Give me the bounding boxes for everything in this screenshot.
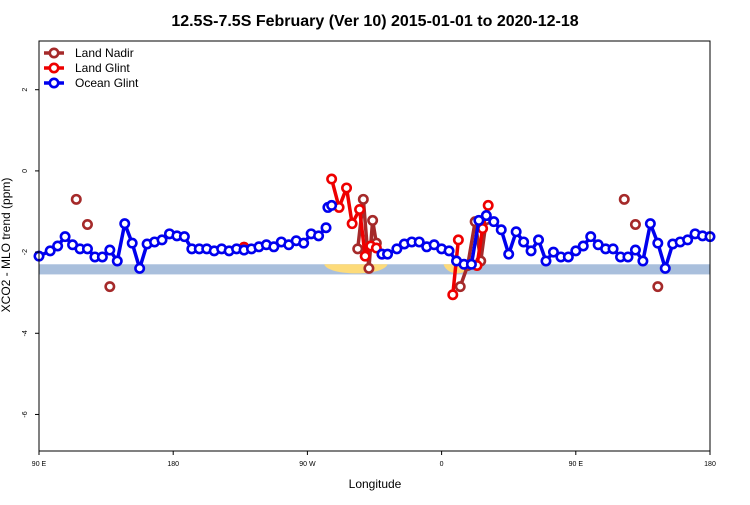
data-point: [525, 245, 537, 257]
y-tick-label: 0: [22, 169, 29, 173]
data-point: [52, 240, 64, 252]
data-point: [391, 243, 403, 255]
chart-title: 12.5S-7.5S February (Ver 10) 2015-01-01 …: [171, 13, 578, 30]
data-point: [126, 237, 138, 249]
axes-layer: 90 E 180 90 W 0 90 E 180 2 0 -2 -4 -6: [22, 40, 716, 468]
x-tick-label: 90 E: [569, 461, 584, 468]
data-point: [359, 250, 371, 262]
legend-label: Land Nadir: [75, 46, 134, 60]
data-point: [622, 251, 634, 263]
data-point: [585, 231, 597, 243]
data-point: [577, 240, 589, 252]
data-point: [495, 224, 507, 236]
data-point: [382, 248, 394, 260]
data-point: [413, 236, 425, 248]
plot-layer: [33, 173, 716, 301]
legend-marker: [48, 62, 60, 74]
data-point: [629, 218, 641, 230]
data-point: [96, 251, 108, 263]
series-ocean-glint: [33, 199, 716, 274]
y-tick-label: -2: [22, 249, 29, 255]
plot-frame: [38, 40, 711, 452]
data-point: [480, 210, 492, 222]
data-point: [465, 258, 477, 270]
y-tick-label: 2: [22, 88, 29, 92]
legend-marker: [48, 47, 60, 59]
data-point: [298, 237, 310, 249]
data-point: [570, 245, 582, 257]
data-point: [510, 226, 522, 238]
data-point: [178, 231, 190, 243]
data-point: [652, 237, 664, 249]
data-point: [59, 231, 71, 243]
data-point: [447, 289, 459, 301]
data-point: [682, 234, 694, 246]
data-point: [44, 245, 56, 257]
data-point: [70, 193, 82, 205]
series-line-segment: [451, 239, 461, 295]
x-axis-label: Longitude: [349, 477, 402, 491]
data-point: [473, 214, 485, 226]
data-point: [488, 216, 500, 228]
data-point: [363, 262, 375, 274]
data-point: [313, 230, 325, 242]
data-point: [540, 255, 552, 267]
data-point: [352, 243, 364, 255]
data-point: [547, 246, 559, 258]
data-point: [652, 281, 664, 293]
data-point: [341, 182, 353, 194]
data-point: [637, 255, 649, 267]
data-point: [607, 243, 619, 255]
data-point: [503, 248, 515, 260]
data-point: [156, 234, 168, 246]
data-point: [134, 262, 146, 274]
data-point: [629, 244, 641, 256]
data-point: [81, 218, 93, 230]
legend-label: Land Glint: [75, 61, 130, 75]
data-point: [452, 234, 464, 246]
data-point: [659, 262, 671, 274]
data-point: [326, 173, 338, 185]
data-point: [443, 245, 455, 257]
data-point: [644, 218, 656, 230]
data-point: [454, 281, 466, 293]
data-point: [320, 222, 332, 234]
x-tick-label: 180: [704, 461, 716, 468]
data-point: [81, 243, 93, 255]
legend-marker: [48, 77, 60, 89]
legend-label: Ocean Glint: [75, 76, 139, 90]
data-point: [104, 281, 116, 293]
x-tick-label: 180: [167, 461, 179, 468]
y-tick-label: -4: [22, 330, 29, 336]
data-point: [533, 234, 545, 246]
y-tick-label: -6: [22, 411, 29, 417]
data-point: [367, 214, 379, 226]
x-tick-label: 90 E: [32, 461, 47, 468]
data-point: [518, 236, 530, 248]
data-point: [482, 199, 494, 211]
data-point: [354, 203, 366, 215]
y-axis-label: XCO2 - MLO trend (ppm): [0, 178, 13, 313]
data-point: [111, 255, 123, 267]
data-point: [346, 218, 358, 230]
data-point: [104, 244, 116, 256]
data-point: [326, 199, 338, 211]
data-point: [119, 218, 131, 230]
x-tick-label: 0: [440, 461, 444, 468]
data-point: [357, 193, 369, 205]
x-tick-label: 90 W: [299, 461, 316, 468]
data-point: [562, 251, 574, 263]
data-point: [618, 193, 630, 205]
data-point: [268, 241, 280, 253]
